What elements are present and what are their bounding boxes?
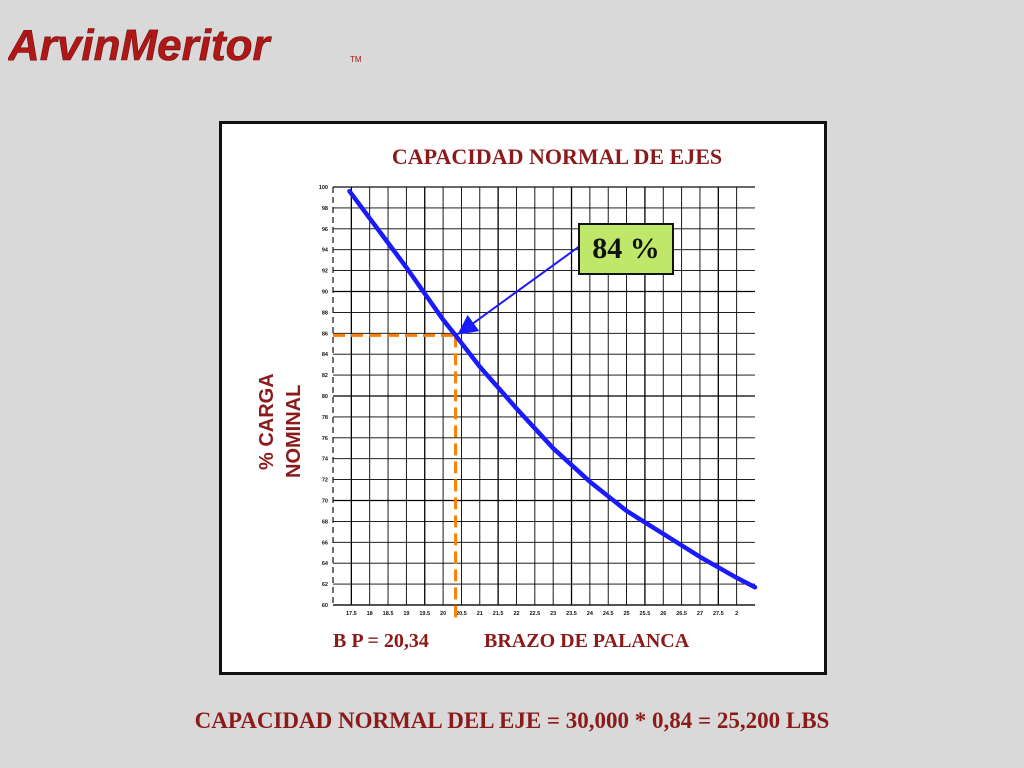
x-tick-label: 18.5 bbox=[383, 611, 394, 617]
x-tick-label: 26.5 bbox=[676, 611, 687, 617]
logo-text: ArvinMeritor bbox=[8, 21, 272, 68]
y-tick-label: 66 bbox=[322, 540, 328, 546]
x-tick-label: 25 bbox=[624, 611, 630, 617]
y-tick-label: 84 bbox=[322, 352, 329, 358]
x-tick-label: 19 bbox=[403, 611, 409, 617]
y-tick-label: 80 bbox=[322, 394, 328, 400]
y-tick-label: 90 bbox=[322, 290, 328, 296]
x-tick-label: 26 bbox=[660, 611, 666, 617]
x-tick-label: 18 bbox=[367, 611, 373, 617]
x-tick-label: 2 bbox=[735, 611, 738, 617]
y-tick-label: 64 bbox=[322, 561, 329, 567]
y-tick-label: 62 bbox=[322, 582, 328, 588]
x-tick-label: 23 bbox=[550, 611, 556, 617]
arvinmeritor-logo: ArvinMeritor TM bbox=[8, 21, 362, 68]
y-axis-label-line2: NOMINAL bbox=[283, 385, 305, 478]
y-tick-label: 88 bbox=[322, 310, 328, 316]
y-tick-label: 70 bbox=[322, 499, 328, 505]
x-axis-label: BRAZO DE PALANCA bbox=[484, 630, 690, 652]
chart-frame bbox=[219, 121, 827, 675]
x-tick-label: 22 bbox=[513, 611, 519, 617]
y-tick-label: 72 bbox=[322, 478, 328, 484]
x-tick-label: 25.5 bbox=[640, 611, 651, 617]
x-tick-label: 27 bbox=[697, 611, 703, 617]
bp-value-note: B P = 20,34 bbox=[333, 630, 429, 652]
y-axis-label: % CARGA NOMINAL bbox=[256, 373, 305, 478]
x-tick-label: 27.5 bbox=[713, 611, 724, 617]
x-tick-label: 19.5 bbox=[419, 611, 430, 617]
callout-84-percent: 84 % bbox=[578, 223, 674, 275]
chart-title: CAPACIDAD NORMAL DE EJES bbox=[391, 144, 723, 169]
logo-trademark: TM bbox=[350, 55, 362, 64]
y-tick-label: 68 bbox=[322, 519, 328, 525]
x-tick-label: 20 bbox=[440, 611, 446, 617]
y-tick-label: 100 bbox=[319, 185, 328, 191]
y-tick-label: 86 bbox=[322, 331, 328, 337]
x-tick-label: 23.5 bbox=[566, 611, 577, 617]
x-tick-label: 22.5 bbox=[529, 611, 540, 617]
y-tick-label: 78 bbox=[322, 415, 328, 421]
y-tick-label: 98 bbox=[322, 206, 328, 212]
callout-arrow bbox=[457, 242, 585, 335]
x-tick-label: 24.5 bbox=[603, 611, 614, 617]
capacity-curve bbox=[347, 188, 758, 590]
y-tick-label: 92 bbox=[322, 269, 328, 275]
y-axis-label-line1: % CARGA bbox=[256, 373, 278, 470]
y-tick-label: 82 bbox=[322, 373, 328, 379]
y-tick-label: 74 bbox=[322, 457, 329, 463]
capacity-formula: CAPACIDAD NORMAL DEL EJE = 30,000 * 0,84… bbox=[194, 708, 830, 733]
x-tick-label: 17.5 bbox=[346, 611, 357, 617]
y-tick-label: 60 bbox=[322, 603, 328, 609]
y-tick-label: 96 bbox=[322, 227, 328, 233]
x-tick-label: 24 bbox=[587, 611, 594, 617]
y-tick-label: 76 bbox=[322, 436, 328, 442]
x-tick-label: 20.5 bbox=[456, 611, 467, 617]
y-tick-label: 94 bbox=[322, 248, 329, 254]
x-tick-label: 21 bbox=[477, 611, 483, 617]
x-tick-label: 21.5 bbox=[493, 611, 504, 617]
